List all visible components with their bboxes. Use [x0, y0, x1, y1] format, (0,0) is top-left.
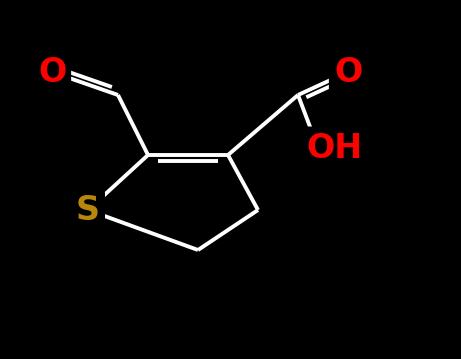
Text: S: S: [76, 194, 100, 227]
Text: O: O: [334, 56, 362, 89]
Text: OH: OH: [306, 131, 362, 164]
Text: S: S: [76, 194, 100, 227]
Text: O: O: [334, 56, 362, 89]
Text: O: O: [38, 56, 66, 89]
Text: OH: OH: [306, 131, 362, 164]
Text: O: O: [38, 56, 66, 89]
